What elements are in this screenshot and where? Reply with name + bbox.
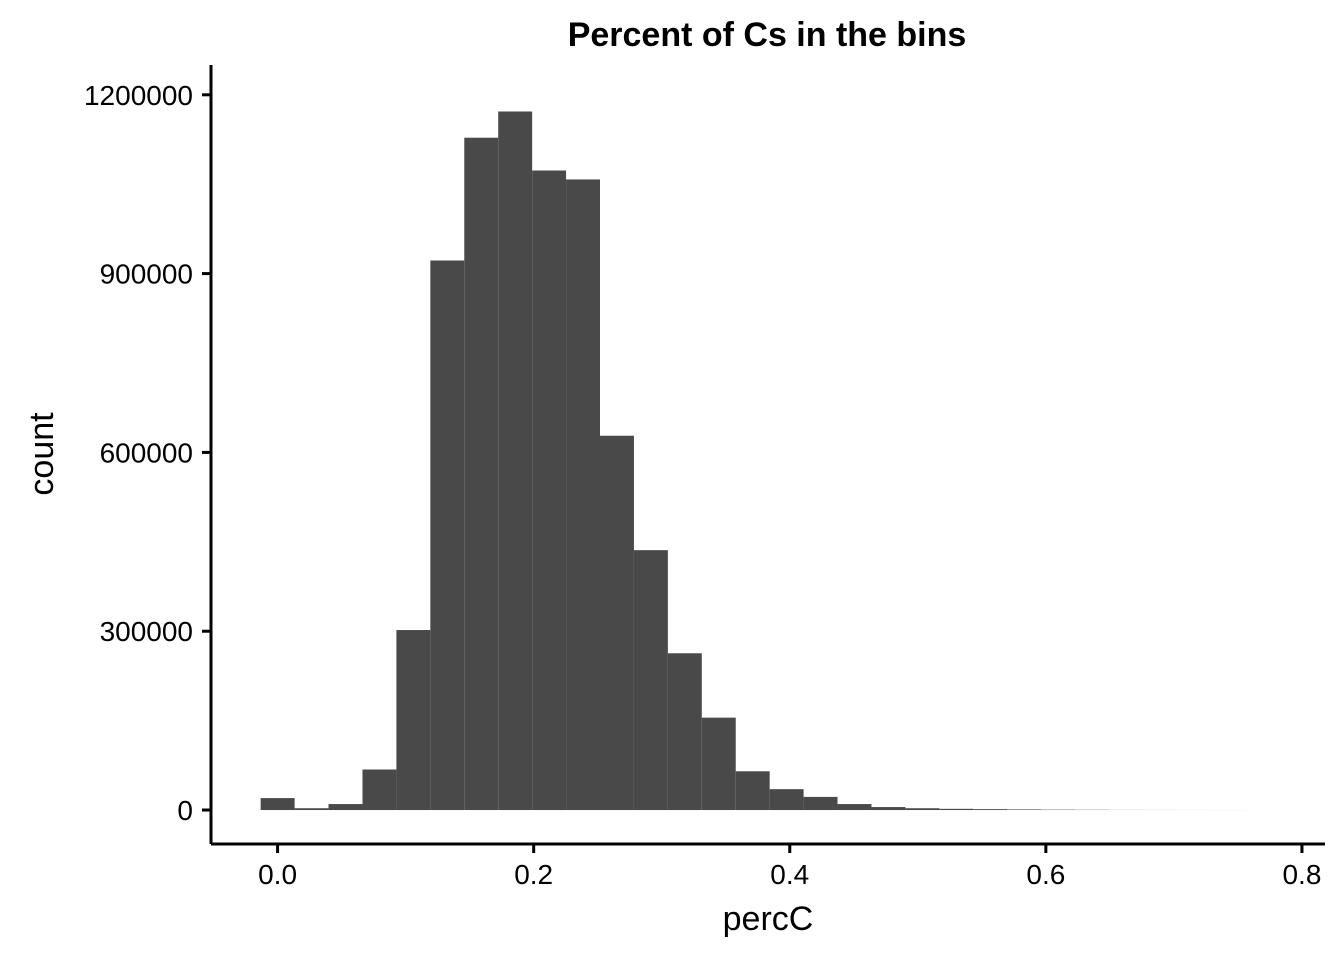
y-tick-label: 900000 (100, 259, 193, 290)
histogram-bar (464, 137, 499, 811)
y-tick-label: 300000 (100, 616, 193, 647)
histogram-bar (566, 179, 601, 811)
histogram-bar (328, 804, 363, 811)
histogram-bar (735, 771, 770, 811)
histogram-bar (260, 798, 295, 811)
histogram-bar (633, 550, 668, 811)
histogram-bar (294, 808, 329, 811)
histogram-bar (701, 717, 736, 811)
histogram-bar (600, 435, 634, 811)
histogram-bar (1007, 809, 1042, 811)
histogram-bar (871, 807, 906, 811)
histogram-bar (430, 260, 465, 811)
histogram-bar (973, 809, 1008, 811)
histogram-bar (803, 796, 838, 811)
y-tick-label: 1200000 (84, 80, 193, 111)
histogram-bar (905, 808, 940, 811)
histogram-bar (532, 170, 567, 811)
histogram-bar (769, 789, 804, 811)
x-axis-label: percC (723, 900, 814, 938)
y-axis-label: count (23, 412, 61, 496)
x-axis: 0.0 0.2 0.4 0.6 0.8 (211, 842, 1325, 890)
x-tick-label: 0.2 (514, 859, 553, 890)
histogram-bar (667, 653, 702, 811)
histogram-bar (837, 804, 872, 811)
bars-group (260, 111, 1279, 811)
x-tick-label: 0.6 (1026, 859, 1065, 890)
y-axis: 0 300000 600000 900000 1200000 (84, 65, 213, 844)
x-tick-label: 0.4 (770, 859, 809, 890)
y-tick-label: 0 (177, 795, 193, 826)
histogram-bar (362, 769, 397, 811)
x-tick-label: 0.0 (258, 859, 297, 890)
x-tick-label: 0.8 (1282, 859, 1321, 890)
chart-title: Percent of Cs in the bins (568, 16, 967, 54)
histogram-bar (396, 630, 431, 811)
y-tick-label: 600000 (100, 437, 193, 468)
histogram-bar (939, 808, 974, 811)
histogram-bar (498, 111, 533, 811)
